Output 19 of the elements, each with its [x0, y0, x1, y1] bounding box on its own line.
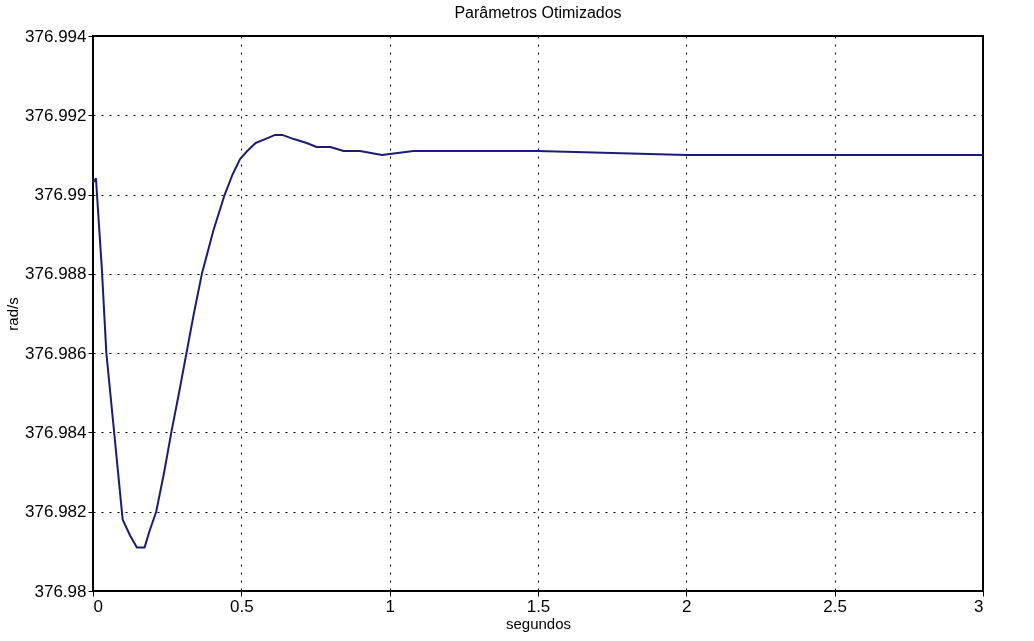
- y-tick-label: 376.984: [25, 422, 87, 442]
- y-tick-label: 376.988: [25, 264, 87, 284]
- x-tick-label: 1.5: [526, 596, 551, 616]
- y-tick-label: 376.99: [34, 185, 87, 205]
- x-tick-label: 3: [974, 596, 984, 616]
- y-tick-label: 376.986: [25, 343, 87, 363]
- y-tick-label: 376.98: [34, 581, 87, 601]
- y-axis-title: rad/s: [4, 297, 22, 331]
- x-tick-label: 0: [93, 596, 103, 616]
- y-tick-label: 376.992: [25, 105, 87, 125]
- x-tick-label: 1: [385, 596, 395, 616]
- x-tick-label: 2: [682, 596, 692, 616]
- x-axis-title: segundos: [505, 614, 572, 632]
- x-tick-label: 0.5: [230, 596, 254, 616]
- line-series: [92, 134, 984, 549]
- x-tick-label: 2.5: [823, 596, 847, 616]
- chart-title: Parâmetros Otimizados: [454, 4, 622, 21]
- y-tick-label: 376.982: [25, 502, 87, 522]
- y-tick-label: 376.994: [25, 26, 87, 46]
